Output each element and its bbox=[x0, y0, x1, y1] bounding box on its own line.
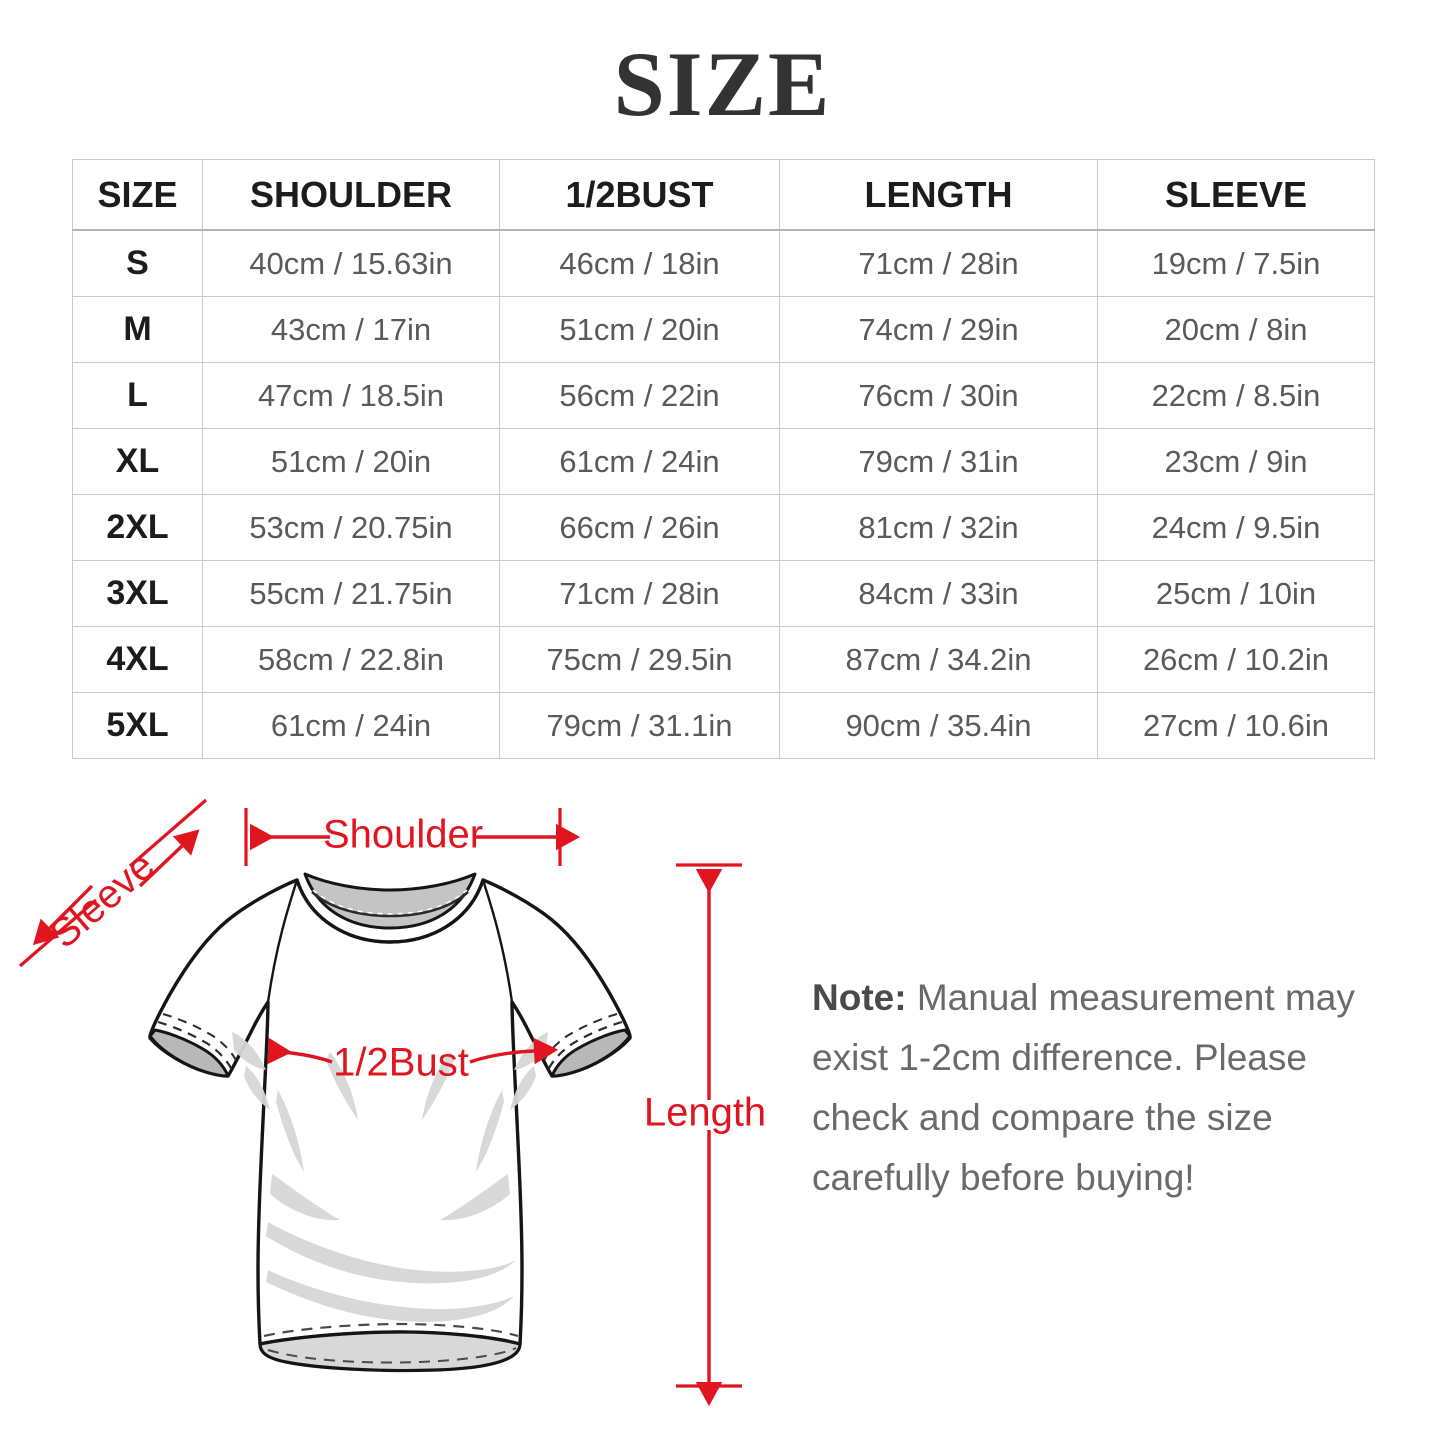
cell-size: XL bbox=[72, 428, 203, 495]
tshirt-collar-rib bbox=[295, 879, 485, 944]
cell-bust: 71cm / 28in bbox=[499, 560, 780, 627]
cell-size: M bbox=[72, 296, 203, 363]
cell-sleeve: 24cm / 9.5in bbox=[1097, 494, 1375, 561]
tshirt-hem-stitch-a bbox=[263, 1322, 519, 1338]
half-bust-arrow-right bbox=[469, 1037, 559, 1065]
length-label: Length bbox=[644, 1091, 766, 1135]
cell-shoulder: 58cm / 22.8in bbox=[202, 626, 500, 693]
table-row: S 40cm / 15.63in 46cm / 18in 71cm / 28in… bbox=[72, 229, 1375, 297]
cell-shoulder: 40cm / 15.63in bbox=[202, 229, 500, 297]
cell-bust: 66cm / 26in bbox=[499, 494, 780, 561]
tshirt-cuff-left-stitch2 bbox=[162, 1013, 238, 1063]
cell-length: 90cm / 35.4in bbox=[779, 692, 1098, 759]
tshirt-wrinkle-shading bbox=[232, 1032, 548, 1322]
column-header-shoulder: SHOULDER bbox=[202, 159, 500, 231]
cell-size: 2XL bbox=[72, 494, 203, 561]
cell-length: 87cm / 34.2in bbox=[779, 626, 1098, 693]
column-header-bust: 1/2BUST bbox=[499, 159, 780, 231]
size-table: SIZE SHOULDER 1/2BUST LENGTH SLEEVE S 40… bbox=[72, 159, 1375, 759]
cell-bust: 75cm / 29.5in bbox=[499, 626, 780, 693]
cell-bust: 79cm / 31.1in bbox=[499, 692, 780, 759]
table-row: 4XL 58cm / 22.8in 75cm / 29.5in 87cm / 3… bbox=[72, 626, 1375, 693]
cell-size: L bbox=[72, 362, 203, 429]
tshirt-cuff-left-inner bbox=[148, 1028, 230, 1078]
table-row: L 47cm / 18.5in 56cm / 22in 76cm / 30in … bbox=[72, 362, 1375, 429]
table-row: XL 51cm / 20in 61cm / 24in 79cm / 31in 2… bbox=[72, 428, 1375, 495]
note-block: Note: Manual measurement may exist 1-2cm… bbox=[812, 968, 1387, 1208]
page-title: SIZE bbox=[613, 33, 832, 135]
cell-length: 79cm / 31in bbox=[779, 428, 1098, 495]
cell-sleeve: 22cm / 8.5in bbox=[1097, 362, 1375, 429]
cell-length: 81cm / 32in bbox=[779, 494, 1098, 561]
table-row: 3XL 55cm / 21.75in 71cm / 28in 84cm / 33… bbox=[72, 560, 1375, 627]
cell-bust: 61cm / 24in bbox=[499, 428, 780, 495]
cell-sleeve: 19cm / 7.5in bbox=[1097, 229, 1375, 297]
table-row: 5XL 61cm / 24in 79cm / 31.1in 90cm / 35.… bbox=[72, 692, 1375, 759]
column-header-sleeve: SLEEVE bbox=[1097, 159, 1375, 231]
cell-shoulder: 43cm / 17in bbox=[202, 296, 500, 363]
cell-size: 4XL bbox=[72, 626, 203, 693]
cell-size: S bbox=[72, 229, 203, 297]
shoulder-measurement-annotation: Shoulder bbox=[244, 808, 581, 866]
column-header-length: LENGTH bbox=[779, 159, 1098, 231]
cell-shoulder: 51cm / 20in bbox=[202, 428, 500, 495]
table-row: 2XL 53cm / 20.75in 66cm / 26in 81cm / 32… bbox=[72, 494, 1375, 561]
cell-length: 84cm / 33in bbox=[779, 560, 1098, 627]
note-label: Note: bbox=[812, 977, 907, 1018]
tshirt-illustration bbox=[148, 872, 632, 1373]
cell-sleeve: 26cm / 10.2in bbox=[1097, 626, 1375, 693]
cell-bust: 56cm / 22in bbox=[499, 362, 780, 429]
tshirt-cuff-left-stitch bbox=[157, 1020, 233, 1071]
cell-sleeve: 20cm / 8in bbox=[1097, 296, 1375, 363]
cell-shoulder: 47cm / 18.5in bbox=[202, 362, 500, 429]
shoulder-label: Shoulder bbox=[323, 813, 483, 857]
cell-bust: 46cm / 18in bbox=[499, 229, 780, 297]
sleeve-measurement-annotation: Sleeve bbox=[18, 798, 208, 968]
tshirt-collar-stitch-dash bbox=[312, 889, 468, 915]
sleeve-arrow-lower bbox=[32, 884, 94, 946]
cell-size: 5XL bbox=[72, 692, 203, 759]
cell-sleeve: 23cm / 9in bbox=[1097, 428, 1375, 495]
tshirt-cuff-right-inner bbox=[550, 1028, 632, 1078]
tshirt-measurement-diagram: Shoulder Sleeve 1/2Bust bbox=[0, 770, 780, 1430]
sleeve-tick-upper bbox=[128, 798, 208, 868]
cell-sleeve: 25cm / 10in bbox=[1097, 560, 1375, 627]
half-bust-label: 1/2Bust bbox=[333, 1041, 469, 1085]
column-header-size: SIZE bbox=[72, 159, 203, 231]
length-measurement-annotation: Length bbox=[644, 863, 766, 1407]
cell-shoulder: 53cm / 20.75in bbox=[202, 494, 500, 561]
tshirt-shoulder-seam-right bbox=[481, 879, 514, 1003]
tshirt-hem-stitch-b bbox=[267, 1347, 517, 1364]
tshirt-collar-inner bbox=[303, 872, 477, 930]
note-text: Manual measurement may exist 1-2cm diffe… bbox=[812, 977, 1355, 1198]
table-row: M 43cm / 17in 51cm / 20in 74cm / 29in 20… bbox=[72, 296, 1375, 363]
sleeve-arrow-upper bbox=[138, 829, 200, 888]
half-bust-measurement-annotation: 1/2Bust bbox=[267, 1037, 559, 1085]
cell-length: 76cm / 30in bbox=[779, 362, 1098, 429]
cell-length: 74cm / 29in bbox=[779, 296, 1098, 363]
half-bust-arrow-left bbox=[267, 1037, 333, 1065]
cell-size: 3XL bbox=[72, 560, 203, 627]
cell-bust: 51cm / 20in bbox=[499, 296, 780, 363]
cell-shoulder: 55cm / 21.75in bbox=[202, 560, 500, 627]
tshirt-shoulder-seam-left bbox=[266, 879, 299, 1003]
cell-shoulder: 61cm / 24in bbox=[202, 692, 500, 759]
sleeve-label: Sleeve bbox=[42, 843, 163, 956]
cell-length: 71cm / 28in bbox=[779, 229, 1098, 297]
table-header-row: SIZE SHOULDER 1/2BUST LENGTH SLEEVE bbox=[72, 159, 1375, 231]
tshirt-hem bbox=[258, 1330, 522, 1373]
cell-sleeve: 27cm / 10.6in bbox=[1097, 692, 1375, 759]
tshirt-collar-stitch bbox=[311, 891, 469, 918]
